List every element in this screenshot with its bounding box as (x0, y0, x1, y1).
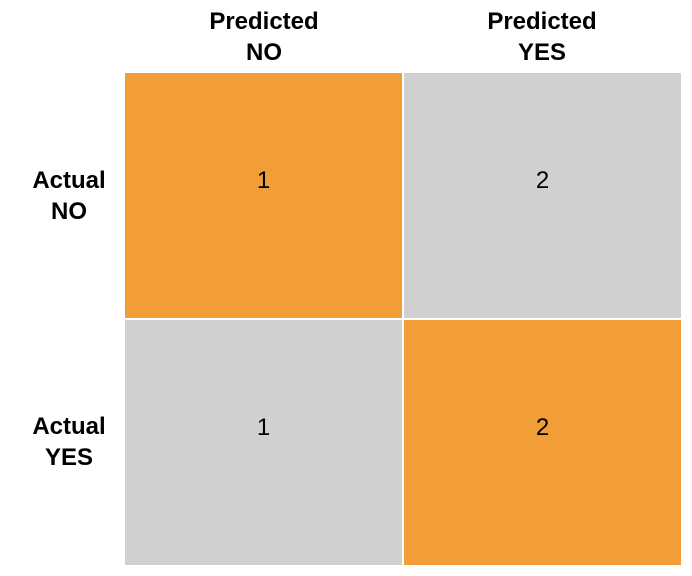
matrix-cell-actual-yes-predicted-no: 1 (125, 320, 402, 565)
matrix-cell-actual-yes-predicted-yes: 2 (404, 320, 681, 565)
row-header-line: NO (51, 198, 87, 225)
matrix-cell-actual-no-predicted-no: 1 (125, 73, 402, 318)
column-header-line: Predicted (487, 8, 597, 35)
row-header-actual-no: Actual NO (0, 165, 138, 227)
row-header-line: Actual (32, 167, 106, 194)
row-header-actual-yes: Actual YES (0, 411, 138, 473)
matrix-cell-actual-no-predicted-yes: 2 (404, 73, 681, 318)
column-header-line: NO (246, 39, 282, 66)
column-header-line: YES (517, 39, 567, 66)
row-header-line: Actual (32, 413, 106, 440)
row-header-line: YES (44, 444, 94, 471)
confusion-matrix-grid: 1 2 1 2 (125, 73, 682, 566)
column-header-predicted-no: Predicted NO (125, 6, 403, 68)
column-header-predicted-yes: Predicted YES (403, 6, 681, 68)
column-header-line: Predicted (209, 8, 319, 35)
